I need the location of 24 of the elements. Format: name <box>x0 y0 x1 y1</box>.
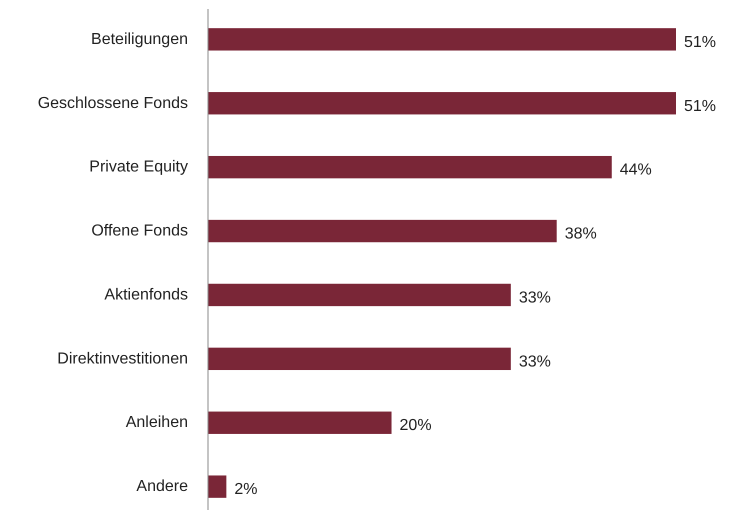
data-label: 44% <box>620 162 652 179</box>
y-tick-label: Private Equity <box>89 158 188 176</box>
bar <box>208 348 511 370</box>
data-label: 51% <box>684 98 716 115</box>
bar <box>208 412 392 434</box>
y-tick-label: Anleihen <box>126 414 188 432</box>
y-tick-label: Offene Fonds <box>91 222 188 240</box>
bar <box>208 475 226 498</box>
data-label: 2% <box>234 481 258 498</box>
data-label: 33% <box>518 353 551 370</box>
bar <box>208 284 511 306</box>
y-tick-label: Andere <box>136 478 188 496</box>
bar <box>208 156 612 178</box>
y-tick-label: Direktinvestitionen <box>57 350 188 368</box>
bar <box>208 220 557 242</box>
bar <box>208 92 676 114</box>
y-tick-label: Beteiligungen <box>91 30 188 48</box>
data-label: 20% <box>400 417 432 434</box>
data-label: 51% <box>684 34 716 51</box>
y-tick-label: Geschlossene Fonds <box>38 94 188 112</box>
y-tick-label: Aktienfonds <box>104 286 188 304</box>
data-label: 38% <box>564 226 597 243</box>
data-label: 33% <box>518 289 551 306</box>
bar <box>208 28 676 51</box>
